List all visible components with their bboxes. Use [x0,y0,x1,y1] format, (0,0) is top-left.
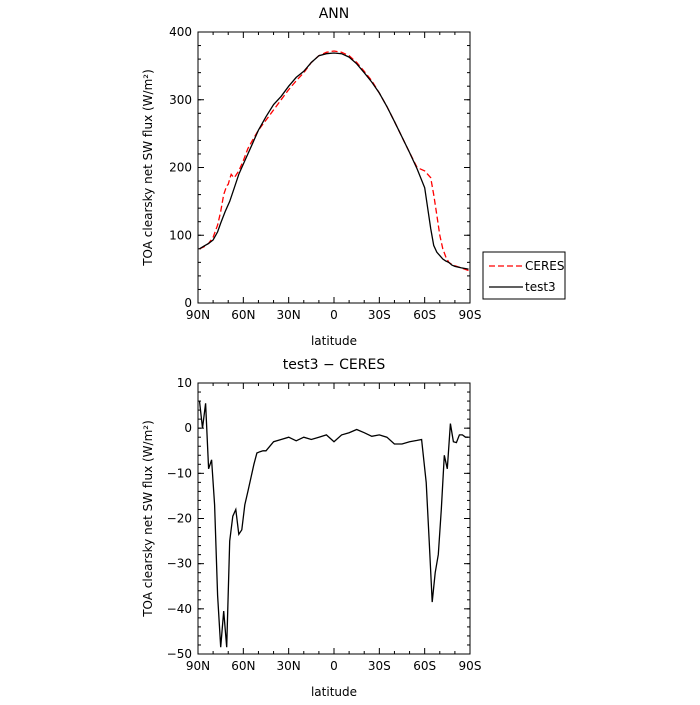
chart0-x-axis-label: latitude [311,334,357,348]
chart1-y-tick-label: 10 [177,376,192,390]
chart0-x-tick-label: 0 [330,308,338,322]
chart1-y-tick-label: 0 [184,421,192,435]
chart0-title: ANN [319,6,350,22]
chart0-y-tick-label: 200 [169,161,192,175]
chart1-y-tick-label: −20 [167,512,192,526]
chart1-x-tick-label: 0 [330,659,338,673]
chart0-y-tick-label: 0 [184,296,192,310]
chart0-x-tick-label: 30S [368,308,391,322]
chart0-x-tick-label: 30N [277,308,301,322]
chart1-x-tick-label: 90N [186,659,210,673]
chart0-x-tick-label: 60S [413,308,436,322]
chart0-legend-label-test3: test3 [525,280,556,294]
chart0-legend-label-ceres: CERES [525,259,565,273]
chart0-ceres-series-line [199,50,469,272]
chart0-x-tick-label: 90N [186,308,210,322]
chart0-y-tick-label: 400 [169,25,192,39]
chart1-x-tick-label: 30N [277,659,301,673]
chart1-x-tick-label: 30S [368,659,391,673]
chart1-y-tick-label: −10 [167,466,192,480]
chart1-x-axis-label: latitude [311,685,357,699]
chart1-x-tick-label: 90S [459,659,482,673]
chart0-plot-frame [197,31,471,304]
chart0-y-axis-label: TOA clearsky net SW flux (W/m²) [141,69,155,267]
chart1-y-axis-label: TOA clearsky net SW flux (W/m²) [141,420,155,618]
chart0-y-tick-label: 100 [169,228,192,242]
chart1-plot-frame [197,382,471,655]
chart0-test3-series-line [199,52,469,270]
chart0-legend-box [482,251,566,300]
chart1-x-tick-label: 60N [231,659,255,673]
chart1-x-tick-label: 60S [413,659,436,673]
chart1-y-tick-label: −50 [167,647,192,661]
chart1-difference-series-line [198,401,469,648]
chart0-x-tick-label: 60N [231,308,255,322]
chart0-y-tick-label: 300 [169,93,192,107]
chart1-title: test3 − CERES [283,357,386,373]
chart1-y-tick-label: −30 [167,557,192,571]
chart1-y-tick-label: −40 [167,602,192,616]
chart0-x-tick-label: 90S [459,308,482,322]
